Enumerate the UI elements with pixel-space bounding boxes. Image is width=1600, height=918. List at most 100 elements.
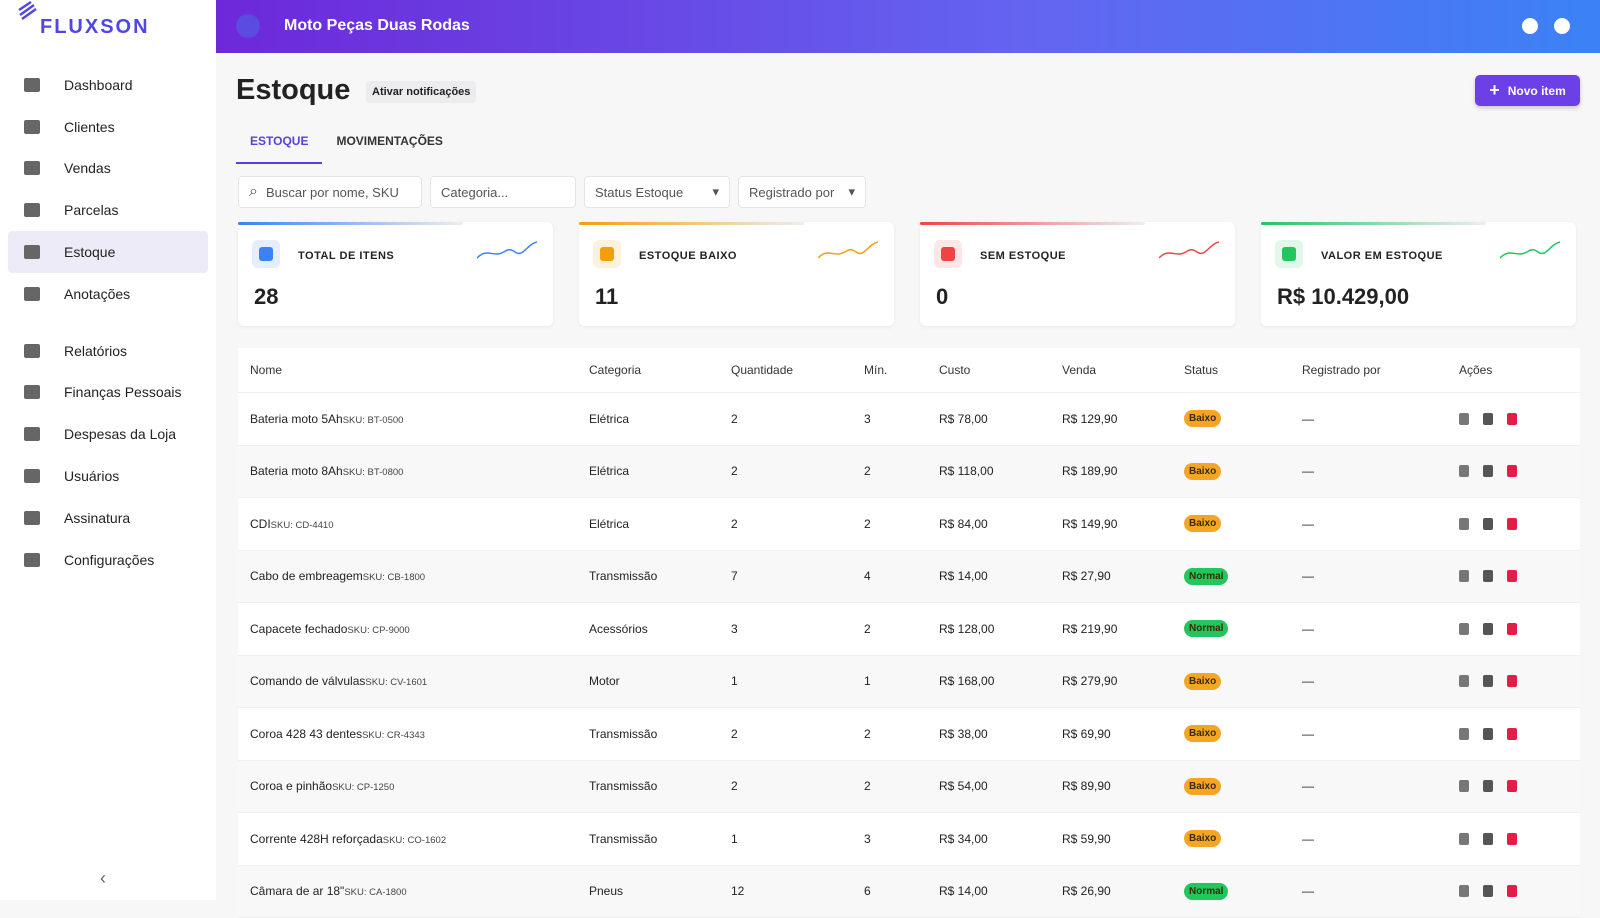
status-cell: Baixo: [1184, 830, 1302, 847]
filter[interactable]: Registrado por▾: [738, 176, 866, 208]
move-button[interactable]: [1459, 413, 1469, 425]
item-sku: SKU: CP-1250: [332, 782, 394, 793]
plus-icon: +: [1489, 80, 1500, 101]
column-header: Ações: [1459, 363, 1592, 377]
filter[interactable]: Status Estoque▾: [584, 176, 730, 208]
item-sku: SKU: CO-1602: [383, 835, 446, 846]
registered-cell: —: [1302, 517, 1459, 531]
cost-cell: R$ 168,00: [939, 674, 1062, 688]
qty-cell: 2: [731, 727, 864, 741]
edit-button[interactable]: [1483, 570, 1493, 582]
column-header: Categoria: [589, 363, 731, 377]
nav-item[interactable]: Usuários: [8, 455, 208, 497]
column-header: Nome: [250, 363, 589, 377]
theme-toggle[interactable]: [1522, 18, 1538, 34]
edit-button[interactable]: [1483, 465, 1493, 477]
status-cell: Normal: [1184, 620, 1302, 637]
delete-button[interactable]: [1507, 465, 1517, 477]
brand: FLUXSON: [40, 16, 150, 39]
edit-button[interactable]: [1483, 623, 1493, 635]
delete-button[interactable]: [1507, 780, 1517, 792]
edit-button[interactable]: [1483, 413, 1493, 425]
filter[interactable]: Categoria...: [430, 176, 576, 208]
move-button[interactable]: [1459, 728, 1469, 740]
user-menu[interactable]: [1554, 18, 1570, 34]
status-cell: Baixo: [1184, 778, 1302, 795]
move-button[interactable]: [1459, 675, 1469, 687]
brand-icon: [16, 0, 38, 21]
delete-button[interactable]: [1507, 413, 1517, 425]
delete-button[interactable]: [1507, 518, 1517, 530]
edit-button[interactable]: [1483, 885, 1493, 897]
cost-cell: R$ 78,00: [939, 412, 1062, 426]
move-button[interactable]: [1459, 885, 1469, 897]
move-button[interactable]: [1459, 780, 1469, 792]
nav-item[interactable]: Estoque: [8, 231, 208, 273]
delete-button[interactable]: [1507, 675, 1517, 687]
delete-button[interactable]: [1507, 885, 1517, 897]
nav-item[interactable]: Parcelas: [8, 189, 208, 231]
nav-item[interactable]: Anotações: [8, 273, 208, 315]
sparkline-path: [818, 242, 878, 258]
column-header: Status: [1184, 363, 1302, 377]
qty-cell: 2: [731, 464, 864, 478]
column-header: Registrado por: [1302, 363, 1459, 377]
nav-item[interactable]: Despesas da Loja: [8, 413, 208, 455]
card-label: TOTAL DE ITENS: [298, 250, 394, 262]
cost-cell: R$ 54,00: [939, 779, 1062, 793]
min-cell: 2: [864, 464, 939, 478]
item-name: CDI: [250, 517, 271, 531]
min-cell: 4: [864, 569, 939, 583]
nav-item[interactable]: Relatórios: [8, 330, 208, 372]
nav-item[interactable]: Dashboard: [8, 64, 208, 106]
new-item-button[interactable]: +Novo item: [1475, 75, 1580, 106]
price-cell: R$ 129,90: [1062, 412, 1184, 426]
nav-item[interactable]: Assinatura: [8, 497, 208, 539]
tab[interactable]: MOVIMENTAÇÕES: [322, 128, 456, 164]
min-cell: 1: [864, 674, 939, 688]
delete-button[interactable]: [1507, 728, 1517, 740]
tab[interactable]: ESTOQUE: [236, 128, 322, 164]
edit-button[interactable]: [1483, 675, 1493, 687]
delete-button[interactable]: [1507, 623, 1517, 635]
move-button[interactable]: [1459, 570, 1469, 582]
nav-item[interactable]: Vendas: [8, 148, 208, 190]
nav-label: Vendas: [64, 160, 111, 176]
header: Moto Peças Duas Rodas: [216, 0, 1600, 53]
filter[interactable]: ⌕Buscar por nome, SKU: [238, 176, 422, 208]
nav-item[interactable]: Finanças Pessoais: [8, 372, 208, 414]
notify-button[interactable]: Ativar notificações: [366, 81, 476, 103]
price-cell: R$ 89,90: [1062, 779, 1184, 793]
move-button[interactable]: [1459, 623, 1469, 635]
name-cell: CDISKU: CD-4410: [250, 517, 589, 531]
nav-item[interactable]: Clientes: [8, 106, 208, 148]
edit-button[interactable]: [1483, 518, 1493, 530]
delete-button[interactable]: [1507, 570, 1517, 582]
cost-cell: R$ 118,00: [939, 464, 1062, 478]
edit-button[interactable]: [1483, 780, 1493, 792]
actions-cell: [1459, 780, 1592, 792]
sparkline: [818, 240, 878, 264]
registered-cell: —: [1302, 674, 1459, 688]
edit-button[interactable]: [1483, 833, 1493, 845]
status-cell: Baixo: [1184, 410, 1302, 427]
collapse-button[interactable]: ‹: [100, 868, 106, 889]
edit-button[interactable]: [1483, 728, 1493, 740]
name-cell: Bateria moto 5AhSKU: BT-0500: [250, 412, 589, 426]
name-cell: Comando de válvulasSKU: CV-1601: [250, 674, 589, 688]
nav-item[interactable]: Configurações: [8, 539, 208, 581]
nav-icon: [24, 161, 40, 175]
category-cell: Transmissão: [589, 779, 731, 793]
nav-label: Anotações: [64, 286, 130, 302]
move-button[interactable]: [1459, 465, 1469, 477]
delete-button[interactable]: [1507, 833, 1517, 845]
card-label: SEM ESTOQUE: [980, 250, 1066, 262]
move-button[interactable]: [1459, 518, 1469, 530]
move-button[interactable]: [1459, 833, 1469, 845]
